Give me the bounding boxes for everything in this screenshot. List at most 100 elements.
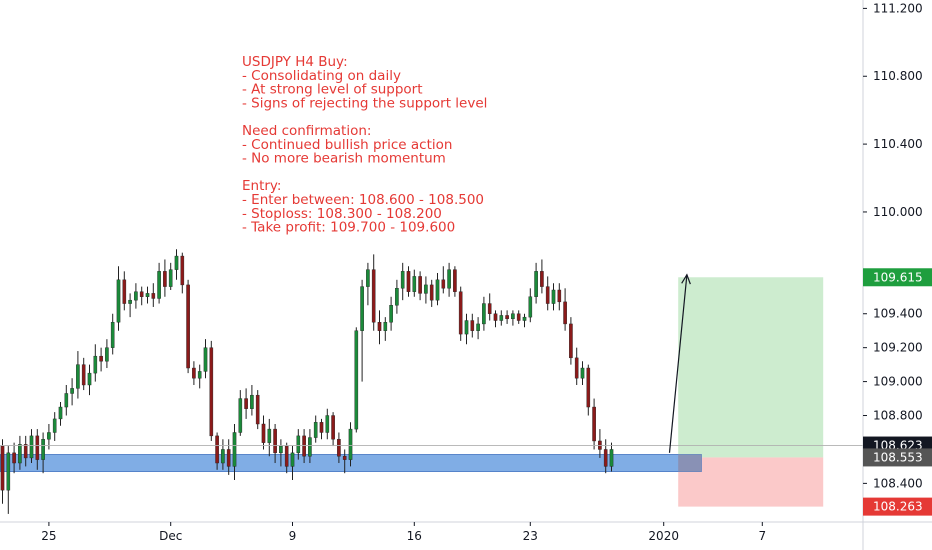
candle-body bbox=[574, 357, 579, 379]
candle bbox=[557, 283, 562, 311]
candle bbox=[221, 439, 225, 470]
candle-body bbox=[76, 364, 80, 389]
annotation-line: - Enter between: 108.600 - 108.500 bbox=[242, 192, 484, 208]
candle bbox=[574, 347, 579, 385]
candle bbox=[348, 422, 353, 467]
candle-body bbox=[360, 286, 364, 331]
take-profit-zone bbox=[678, 277, 824, 458]
annotation-line: Need confirmation: bbox=[242, 123, 371, 139]
candle-body bbox=[261, 423, 266, 443]
candle-body bbox=[319, 422, 324, 433]
candle bbox=[464, 313, 469, 345]
candle-body bbox=[186, 284, 190, 369]
candle bbox=[337, 432, 341, 464]
candle bbox=[267, 418, 272, 457]
candle bbox=[203, 339, 208, 379]
stop-loss-zone bbox=[678, 457, 824, 507]
candle-body bbox=[499, 315, 504, 321]
candle bbox=[273, 424, 277, 464]
candle-body bbox=[226, 449, 231, 467]
candle bbox=[70, 378, 74, 406]
candle-body bbox=[371, 269, 376, 323]
candle-body bbox=[435, 279, 440, 301]
candle-body bbox=[406, 271, 411, 292]
candle-body bbox=[255, 394, 260, 425]
candle-body bbox=[337, 439, 341, 457]
time-tick-label: 23 bbox=[523, 529, 538, 543]
candle bbox=[12, 442, 16, 474]
annotation-line: - No more bearish momentum bbox=[242, 151, 446, 167]
candle-body bbox=[145, 293, 150, 297]
candle bbox=[64, 384, 69, 416]
candle-body bbox=[342, 456, 347, 460]
price-tick-label: 109.400 bbox=[873, 307, 923, 321]
candle-body bbox=[464, 320, 469, 335]
candle bbox=[261, 415, 266, 450]
candle bbox=[163, 259, 167, 297]
candle-body bbox=[476, 323, 480, 331]
candle-body bbox=[23, 444, 28, 459]
price-tag-label: 108.263 bbox=[873, 500, 923, 514]
candle bbox=[52, 412, 57, 441]
time-axis[interactable]: 25 Dec 9 16 23 2020 7 bbox=[0, 521, 932, 543]
candle bbox=[429, 279, 434, 307]
candle bbox=[284, 442, 289, 474]
candle-body bbox=[267, 428, 272, 443]
candle-body bbox=[522, 316, 527, 321]
candle-body bbox=[58, 406, 63, 420]
candle bbox=[511, 310, 515, 326]
candle-body bbox=[128, 299, 132, 304]
candle bbox=[458, 286, 463, 341]
candle-body bbox=[487, 303, 492, 314]
candle-body bbox=[603, 449, 608, 467]
candle bbox=[545, 276, 550, 311]
candle bbox=[482, 296, 486, 331]
candle bbox=[192, 361, 196, 385]
candle-body bbox=[418, 276, 422, 294]
candle-body bbox=[163, 271, 167, 287]
candle bbox=[122, 271, 127, 311]
price-tick-label: 111.200 bbox=[873, 1, 923, 15]
candle-body bbox=[279, 445, 283, 454]
candle bbox=[99, 347, 103, 372]
candle-body bbox=[250, 394, 254, 409]
price-tick-label: 110.000 bbox=[873, 205, 923, 219]
candle bbox=[406, 266, 411, 297]
candle-body bbox=[366, 269, 370, 287]
candle-body bbox=[331, 415, 335, 440]
price-tick-label: 110.400 bbox=[873, 137, 923, 151]
annotation-line: - Continued bullish price action bbox=[242, 137, 452, 153]
chart-overlay bbox=[0, 273, 863, 453]
candle-body bbox=[192, 367, 196, 379]
candle bbox=[308, 429, 312, 464]
candle-body bbox=[534, 271, 538, 297]
candle bbox=[29, 429, 34, 464]
candle bbox=[400, 262, 405, 301]
candle bbox=[551, 283, 556, 311]
candle-body bbox=[551, 289, 556, 304]
candle-body bbox=[400, 271, 405, 289]
candle bbox=[116, 266, 121, 331]
candle bbox=[168, 262, 173, 290]
candle bbox=[209, 340, 214, 441]
take-profit-price-tag: 109.615 bbox=[863, 268, 932, 287]
candle-body bbox=[325, 415, 330, 433]
candle bbox=[371, 254, 376, 331]
candle-body bbox=[505, 315, 509, 320]
candle-body bbox=[99, 355, 103, 362]
candlestick-series bbox=[0, 249, 614, 514]
candle bbox=[592, 398, 596, 450]
annotation-line: - At strong level of support bbox=[242, 82, 423, 98]
candle bbox=[151, 283, 156, 307]
candle-body bbox=[52, 418, 57, 433]
annotation-line: - Signs of rejecting the support level bbox=[242, 95, 487, 111]
candle-body bbox=[0, 445, 5, 491]
candle bbox=[145, 286, 150, 304]
candle-body bbox=[35, 435, 40, 460]
candle-body bbox=[139, 291, 144, 297]
candle-body bbox=[290, 452, 295, 467]
candle-body bbox=[6, 452, 11, 491]
candle-body bbox=[238, 398, 243, 433]
candle-body bbox=[273, 428, 277, 454]
